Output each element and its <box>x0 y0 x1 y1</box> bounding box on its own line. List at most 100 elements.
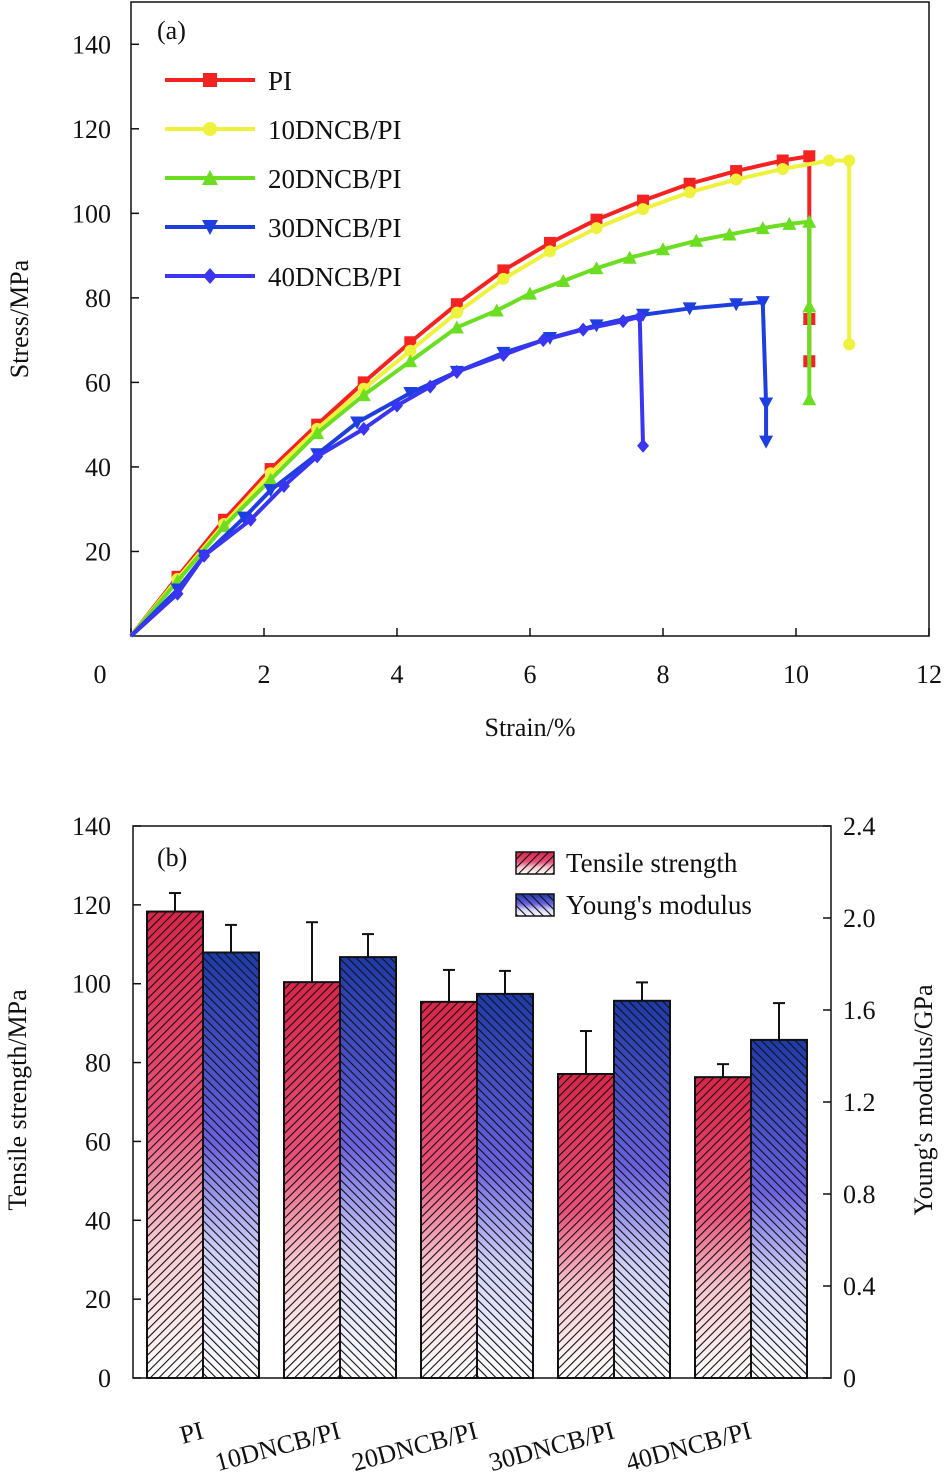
marker-square <box>683 177 696 190</box>
marker-triangle-down <box>682 302 697 316</box>
y-tick-label: 0 <box>98 1364 111 1393</box>
y-tick-label: 40 <box>85 453 111 482</box>
panel-label: (a) <box>157 16 186 45</box>
marker-diamond <box>497 347 510 362</box>
y-tick-label: 20 <box>85 537 111 566</box>
bar-tensile <box>420 968 478 1379</box>
marker-triangle-up <box>449 320 464 334</box>
y-tick-label: 120 <box>72 115 111 144</box>
bar-tensile <box>557 1030 615 1380</box>
legend-label: 30DNCB/PI <box>268 213 402 243</box>
marker-square <box>803 150 816 163</box>
marker-circle <box>776 162 789 175</box>
marker-square <box>590 213 603 226</box>
y2-tick-label: 1.2 <box>843 1088 876 1117</box>
x-tick-label: 40DNCB/PI <box>623 1416 755 1477</box>
marker-diamond <box>357 421 370 436</box>
y-tick-label: 60 <box>85 368 111 397</box>
legend-label: Young's modulus <box>566 890 752 920</box>
marker-triangle-up <box>403 354 418 368</box>
marker-diamond <box>391 398 403 413</box>
series-line <box>129 300 769 638</box>
marker-circle <box>404 344 417 357</box>
x-tick-label: 10DNCB/PI <box>212 1416 344 1477</box>
marker-circle <box>450 306 463 319</box>
marker-triangle-down <box>759 435 774 449</box>
legend-swatch-hatch <box>515 893 555 917</box>
marker-diamond <box>617 314 630 329</box>
y-tick-label: 120 <box>72 891 111 920</box>
panel-label: (b) <box>157 843 187 872</box>
y2-tick-label: 2.4 <box>843 812 876 841</box>
marker-diamond <box>277 478 290 493</box>
y2-tick-label: 1.6 <box>843 996 876 1025</box>
marker-circle <box>497 272 510 285</box>
y2-tick-label: 0 <box>843 1364 856 1393</box>
marker-diamond <box>311 449 324 464</box>
y-axis-label: Stress/MPa <box>5 259 34 378</box>
bar-modulus <box>750 1002 808 1380</box>
marker-square <box>404 336 417 349</box>
marker-diamond <box>171 586 184 601</box>
marker-diamond <box>633 309 646 324</box>
y-tick-label: 40 <box>85 1206 111 1235</box>
marker-square <box>450 298 463 311</box>
y-axis-label: Tensile strength/MPa <box>3 989 32 1211</box>
marker-diamond <box>198 548 211 563</box>
y-tick-label: 80 <box>85 1049 111 1078</box>
marker-triangle-up <box>802 392 817 406</box>
series-30dncb-pi <box>129 296 774 638</box>
x-tick-label: PI <box>177 1416 207 1450</box>
y2-axis-label: Young's modulus/GPa <box>909 984 938 1216</box>
series-line <box>129 158 852 638</box>
marker-diamond <box>203 268 217 284</box>
x-tick-label: 0 <box>94 660 107 689</box>
bar-tensile <box>694 1063 752 1380</box>
marker-diamond <box>244 512 257 527</box>
marker-circle <box>543 245 556 258</box>
marker-triangle-up <box>556 273 571 287</box>
marker-triangle-down <box>202 220 218 235</box>
y-tick-label: 60 <box>85 1127 111 1156</box>
bar-hatch <box>146 910 204 1379</box>
marker-triangle-up <box>489 303 504 317</box>
marker-triangle-up <box>722 227 737 241</box>
marker-circle <box>843 338 856 351</box>
marker-diamond <box>450 364 463 379</box>
bar-hatch <box>202 951 260 1379</box>
marker-triangle-up <box>782 216 797 230</box>
y2-tick-label: 0.4 <box>843 1272 876 1301</box>
x-tick-label: 12 <box>916 660 942 689</box>
marker-triangle-down <box>755 296 770 310</box>
x-tick-label: 30DNCB/PI <box>486 1416 618 1477</box>
marker-triangle-down <box>759 397 774 411</box>
marker-circle <box>823 154 836 167</box>
legend-swatch-hatch <box>515 851 555 875</box>
x-tick-label: 20DNCB/PI <box>349 1416 481 1477</box>
marker-circle <box>590 222 603 235</box>
series-20dncb-pi <box>129 214 817 638</box>
marker-diamond <box>424 379 437 394</box>
marker-square <box>497 264 510 277</box>
series-line <box>129 314 646 638</box>
marker-diamond <box>537 333 550 348</box>
marker-triangle-up <box>755 221 770 235</box>
y-tick-label: 140 <box>72 30 111 59</box>
marker-triangle-up <box>217 519 232 533</box>
stress-strain-chart: 0 2 4 6 8 10 12 20 40 60 80 100 120 140 Strain/% Stress… <box>5 1 942 742</box>
marker-triangle-up <box>656 242 670 256</box>
marker-triangle-down <box>237 511 252 525</box>
bar-hatch <box>694 1076 752 1380</box>
legend-label: PI <box>268 66 292 96</box>
bar-hatch <box>283 981 341 1379</box>
marker-triangle-up <box>356 388 371 402</box>
legend-label: 40DNCB/PI <box>268 262 402 292</box>
bar-hatch <box>750 1038 808 1380</box>
y-tick-label: 140 <box>72 812 111 841</box>
marker-triangle-up <box>589 261 604 275</box>
x-tick-label: 8 <box>657 660 670 689</box>
marker-circle <box>203 122 217 136</box>
series-pi <box>129 150 816 638</box>
marker-triangle-down <box>403 386 418 400</box>
